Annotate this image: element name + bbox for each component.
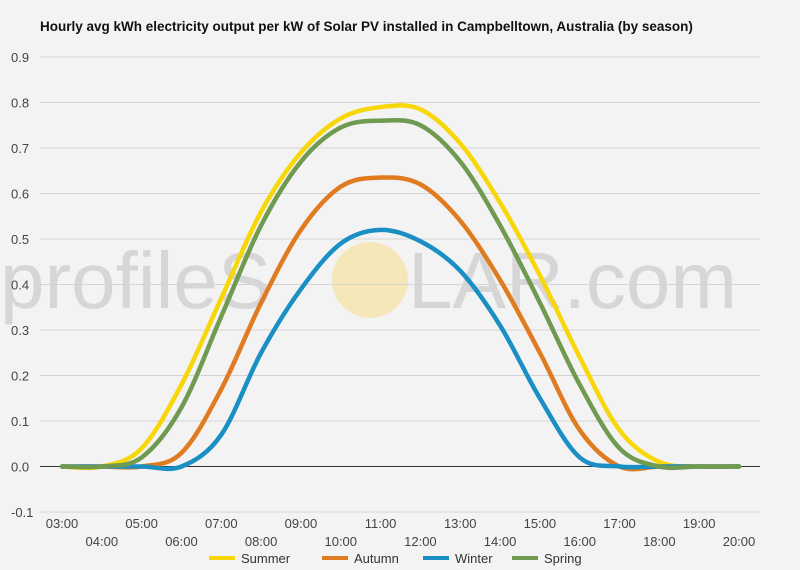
- x-tick-label: 05:00: [125, 516, 158, 531]
- x-tick-label: 17:00: [603, 516, 636, 531]
- y-tick-label: 0.7: [11, 141, 29, 156]
- gridlines: [40, 56, 760, 513]
- legend-label-winter: Winter: [455, 551, 493, 566]
- watermark-sun: [332, 242, 408, 318]
- y-tick-label: 0.2: [11, 369, 29, 384]
- x-tick-label: 16:00: [563, 534, 596, 549]
- x-tick-label: 18:00: [643, 534, 676, 549]
- legend: Summer Autumn Winter Spring: [209, 551, 582, 566]
- y-axis-ticks: -0.1 0.0 0.1 0.2 0.3 0.4 0.5 0.6 0.7 0.8 0.9: [11, 50, 33, 520]
- x-tick-label: 03:00: [46, 516, 79, 531]
- x-tick-label: 19:00: [683, 516, 716, 531]
- x-tick-label: 11:00: [365, 516, 397, 531]
- y-tick-label: 0.3: [11, 323, 29, 338]
- series-lines: [59, 103, 742, 472]
- legend-label-summer: Summer: [241, 551, 291, 566]
- x-tick-label: 13:00: [444, 516, 477, 531]
- y-tick-label: 0.1: [11, 414, 29, 429]
- x-tick-label: 06:00: [165, 534, 198, 549]
- x-axis-ticks: 03:00 04:00 05:00 06:00 07:00 08:00 09:00 10:00…: [46, 516, 756, 549]
- legend-label-autumn: Autumn: [354, 551, 399, 566]
- x-tick-label: 09:00: [285, 516, 318, 531]
- y-tick-label: 0.4: [11, 278, 29, 293]
- y-tick-label: 0.9: [11, 50, 29, 65]
- y-tick-label: 0.0: [11, 460, 29, 475]
- x-tick-label: 20:00: [723, 534, 756, 549]
- x-tick-label: 12:00: [404, 534, 437, 549]
- series-line-spring: [59, 117, 742, 471]
- x-tick-label: 04:00: [86, 534, 119, 549]
- watermark-text-right: LAR.com: [408, 236, 737, 325]
- x-tick-label: 14:00: [484, 534, 517, 549]
- legend-swatch-spring: [512, 556, 538, 560]
- x-tick-label: 15:00: [524, 516, 557, 531]
- x-tick-label: 08:00: [245, 534, 278, 549]
- chart-title: Hourly avg kWh electricity output per kW…: [40, 19, 693, 34]
- y-tick-label: 0.8: [11, 96, 29, 111]
- legend-swatch-autumn: [322, 556, 348, 560]
- y-tick-label: 0.6: [11, 187, 29, 202]
- x-tick-label: 07:00: [205, 516, 238, 531]
- watermark: profileS LAR.com: [0, 236, 737, 325]
- series-line-summer: [59, 103, 742, 471]
- legend-swatch-summer: [209, 556, 235, 560]
- legend-label-spring: Spring: [544, 551, 582, 566]
- series-line-winter: [59, 227, 742, 472]
- y-tick-label: -0.1: [11, 505, 33, 520]
- legend-swatch-winter: [423, 556, 449, 560]
- y-tick-label: 0.5: [11, 232, 29, 247]
- x-tick-label: 10:00: [324, 534, 357, 549]
